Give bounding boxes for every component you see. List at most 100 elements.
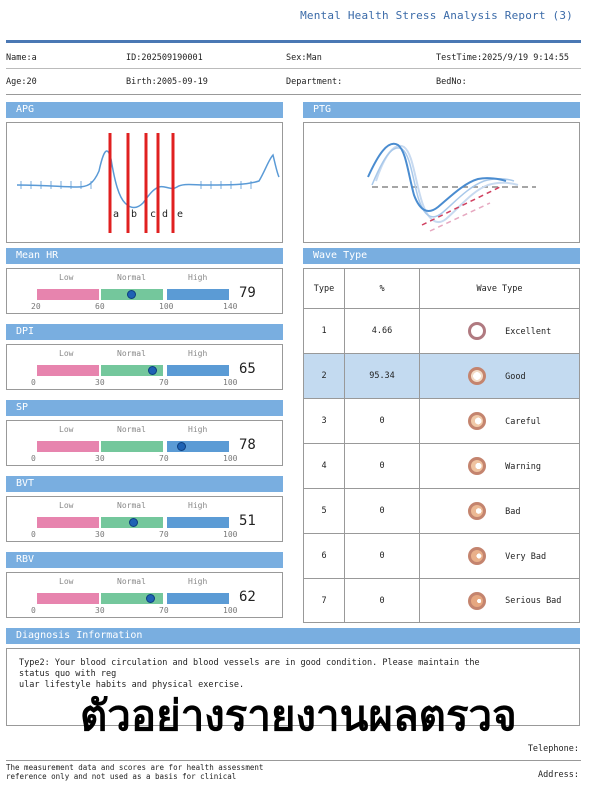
mean-hr-header: Mean HR: [6, 248, 283, 264]
wave-type-header-row: Type % Wave Type: [303, 268, 580, 309]
ptg-chart: [303, 122, 580, 243]
wave-type-row: 3 0 Careful: [303, 398, 580, 444]
apg-waveform: [16, 150, 280, 209]
wave-ring-icon: [468, 457, 486, 475]
ptg-waveform-svg: [367, 142, 536, 232]
sp-tick-3: 100: [223, 454, 238, 463]
mean-hr-indicator: [127, 290, 137, 299]
wave-type-name: Serious Bad: [505, 596, 562, 606]
dpi-panel: Low Normal High 65 0 30 70 100: [6, 344, 283, 390]
wave-type-name: Good: [505, 371, 526, 382]
wave-type-cell: Good: [419, 353, 580, 399]
wave-type-number: 6: [303, 533, 345, 579]
rbv-label-low: Low: [59, 577, 74, 586]
sp-value: 78: [239, 437, 256, 453]
rbv-value: 62: [239, 589, 256, 605]
wave-type-percent: 0: [344, 578, 420, 623]
footer-divider: [6, 760, 581, 761]
bvt-tick-3: 100: [223, 530, 238, 539]
rbv-label-normal: Normal: [117, 577, 146, 586]
sp-label-high: High: [188, 425, 208, 434]
watermark-text: ตัวอย่างรายงานผลตรวจ: [80, 691, 517, 740]
wave-ring-icon: [468, 502, 486, 520]
wave-type-row: 2 95.34 Good: [303, 353, 580, 399]
wave-type-percent: 0: [344, 398, 420, 444]
disclaimer-line-2: reference only and not used as a basis f…: [6, 772, 237, 781]
wave-type-number: 4: [303, 443, 345, 489]
wave-type-name: Careful: [505, 416, 541, 427]
sp-tick-2: 70: [159, 454, 169, 463]
info-divider: [6, 68, 581, 69]
wave-type-header: Wave Type: [303, 248, 580, 264]
col-wave-type: Wave Type: [419, 268, 580, 309]
bvt-panel: Low Normal High 51 0 30 70 100: [6, 496, 283, 542]
bvt-label-high: High: [188, 501, 208, 510]
patient-department: Department:: [286, 77, 343, 87]
dpi-bar-normal: [101, 365, 163, 376]
wave-type-cell: Very Bad: [419, 533, 580, 579]
disclaimer-line-1: The measurement data and scores are for …: [6, 763, 264, 772]
sp-header: SP: [6, 400, 283, 416]
apg-label-c: c: [150, 209, 157, 220]
diagnosis-box: Type2: Your blood circulation and blood …: [6, 648, 580, 726]
dpi-header: DPI: [6, 324, 283, 340]
rbv-bar-high: [167, 593, 229, 604]
sp-bar-low: [37, 441, 99, 452]
report-title: Mental Health Stress Analysis Report (3): [300, 9, 573, 22]
wave-type-row: 5 0 Bad: [303, 488, 580, 534]
diagnosis-header: Diagnosis Information: [6, 628, 580, 644]
wave-type-name: Very Bad: [505, 551, 547, 562]
apg-waveform-svg: [16, 133, 280, 233]
sp-panel: Low Normal High 78 0 30 70 100: [6, 420, 283, 466]
ptg-slope-line-light: [429, 202, 491, 232]
bvt-tick-2: 70: [159, 530, 169, 539]
mean-hr-label-low: Low: [59, 273, 74, 282]
dpi-value: 65: [239, 361, 256, 377]
wave-type-cell: Warning: [419, 443, 580, 489]
wave-type-number: 3: [303, 398, 345, 444]
bvt-tick-1: 30: [95, 530, 105, 539]
bvt-label-normal: Normal: [117, 501, 146, 510]
wave-type-number: 5: [303, 488, 345, 534]
ptg-wave-light: [375, 144, 519, 223]
rbv-tick-2: 70: [159, 606, 169, 615]
mean-hr-value: 79: [239, 285, 256, 301]
apg-header: APG: [6, 102, 283, 118]
dpi-tick-2: 70: [159, 378, 169, 387]
rbv-panel: Low Normal High 62 0 30 70 100: [6, 572, 283, 618]
wave-type-row: 4 0 Warning: [303, 443, 580, 489]
wave-type-table: Type % Wave Type 1 4.66 Excellent 2 95.3…: [303, 268, 580, 623]
rbv-label-high: High: [188, 577, 208, 586]
dpi-tick-1: 30: [95, 378, 105, 387]
wave-ring-icon: [468, 412, 486, 430]
mean-hr-panel: Low Normal High 79 20 60 100 140: [6, 268, 283, 314]
wave-type-row: 1 4.66 Excellent: [303, 308, 580, 354]
header-divider: [6, 40, 581, 43]
bvt-header: BVT: [6, 476, 283, 492]
wave-type-percent: 0: [344, 488, 420, 534]
wave-type-number: 7: [303, 578, 345, 623]
dpi-indicator: [148, 366, 158, 375]
bvt-bar-low: [37, 517, 99, 528]
diagnosis-line-2: status quo with reg: [19, 669, 117, 679]
mean-hr-tick-2: 100: [159, 302, 174, 311]
sp-indicator: [177, 442, 186, 451]
info-bottom-divider: [6, 94, 581, 95]
sp-label-low: Low: [59, 425, 74, 434]
bvt-indicator: [129, 518, 138, 527]
mean-hr-label-high: High: [188, 273, 208, 282]
wave-type-row: 6 0 Very Bad: [303, 533, 580, 579]
dpi-label-high: High: [188, 349, 208, 358]
sp-bar-normal: [101, 441, 163, 452]
ptg-slope-line: [421, 186, 501, 226]
apg-label-b: b: [131, 209, 138, 220]
wave-type-percent: 95.34: [344, 353, 420, 399]
sp-tick-0: 0: [31, 454, 36, 463]
address-label: Address:: [538, 770, 579, 780]
wave-type-percent: 4.66: [344, 308, 420, 354]
sp-label-normal: Normal: [117, 425, 146, 434]
mean-hr-bar-low: [37, 289, 99, 300]
mean-hr-label-normal: Normal: [117, 273, 146, 282]
diagnosis-line-1: Type2: Your blood circulation and blood …: [19, 658, 480, 668]
apg-label-a: a: [113, 209, 120, 220]
